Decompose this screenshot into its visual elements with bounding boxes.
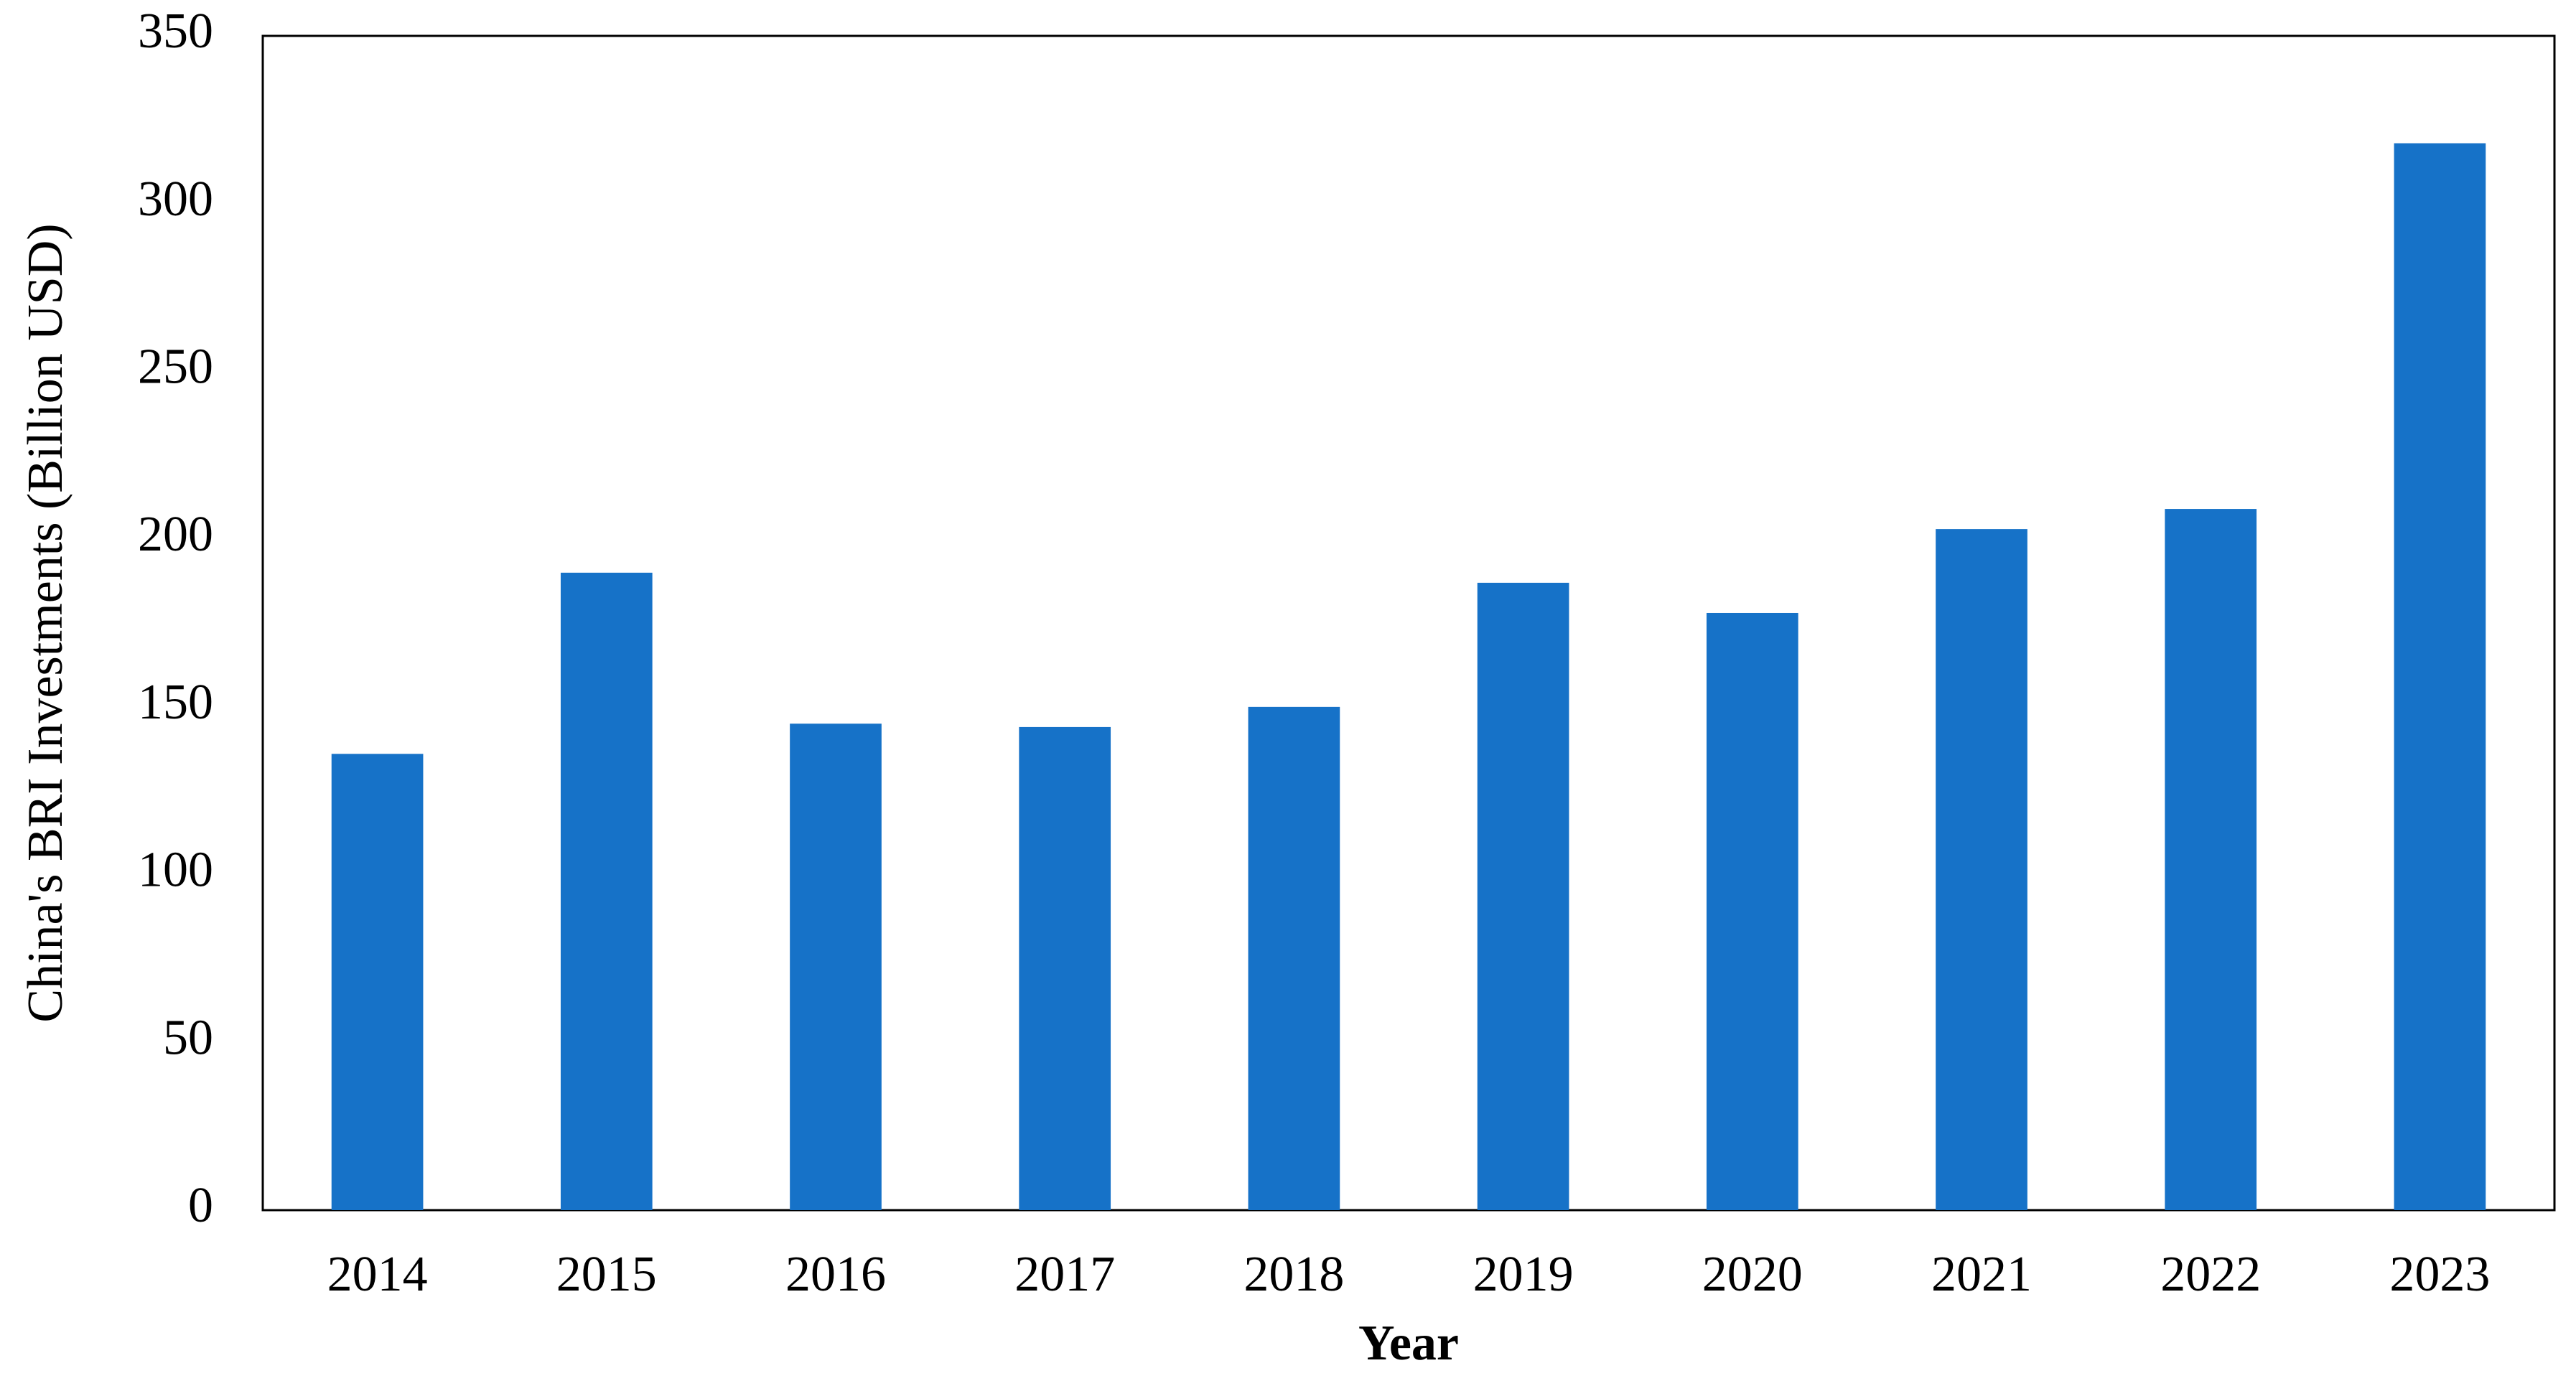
x-tick-label: 2022 <box>2160 1247 2261 1302</box>
x-tick-label: 2023 <box>2389 1247 2490 1302</box>
y-tick-label: 100 <box>138 843 213 898</box>
y-axis-label: China's BRI Investments (Billion USD) <box>18 223 73 1022</box>
bar <box>331 754 424 1210</box>
y-tick-label: 300 <box>138 172 213 227</box>
bar <box>560 572 653 1210</box>
x-tick-label: 2018 <box>1243 1247 1344 1302</box>
x-axis-label: Year <box>1358 1316 1459 1371</box>
y-tick-label: 350 <box>138 4 213 59</box>
plot-frame <box>261 34 2556 1212</box>
bar <box>2394 143 2486 1210</box>
bar <box>1706 612 1798 1210</box>
y-tick-label: 200 <box>138 507 213 562</box>
x-tick-label: 2021 <box>1931 1247 2032 1302</box>
x-tick-label: 2014 <box>327 1247 428 1302</box>
x-tick-label: 2015 <box>556 1247 657 1302</box>
bar <box>790 724 882 1210</box>
x-tick-label: 2019 <box>1473 1247 1574 1302</box>
bar <box>1936 529 2027 1210</box>
y-tick-label: 250 <box>138 339 213 394</box>
y-tick-label: 150 <box>138 675 213 730</box>
x-tick-label: 2020 <box>1702 1247 1803 1302</box>
y-tick-label: 0 <box>188 1178 213 1233</box>
y-tick-label: 50 <box>163 1010 213 1065</box>
bar <box>1477 582 1569 1210</box>
x-tick-label: 2017 <box>1014 1247 1115 1302</box>
bar <box>1019 726 1111 1210</box>
bar <box>2165 509 2257 1210</box>
bar <box>1248 706 1340 1210</box>
x-tick-label: 2016 <box>785 1247 886 1302</box>
